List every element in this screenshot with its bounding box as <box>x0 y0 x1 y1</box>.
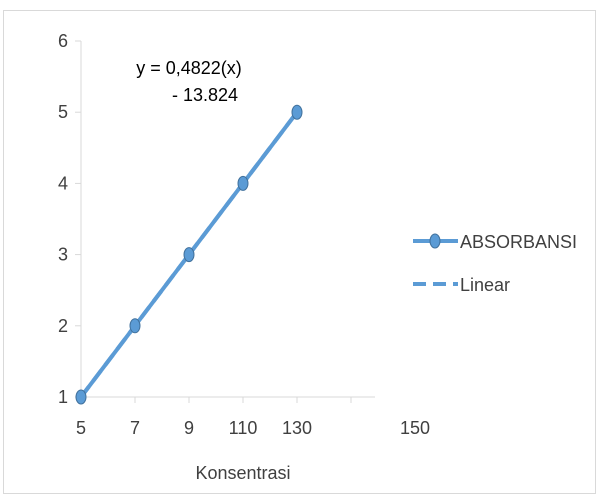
legend-item-linear[interactable]: Linear <box>413 275 510 295</box>
x-tick-label: 7 <box>130 418 140 438</box>
x-tick-label: 5 <box>76 418 86 438</box>
legend-label-absorbansi: ABSORBANSI <box>460 232 577 252</box>
data-point-absorbansi[interactable] <box>129 318 141 334</box>
trendline-equation-line2: - 13.824 <box>172 85 238 105</box>
y-axis-ticks: 1 2 3 4 5 6 <box>58 31 81 407</box>
x-tick-label: 9 <box>184 418 194 438</box>
series-layer <box>75 104 303 405</box>
legend-label-linear: Linear <box>460 275 510 295</box>
legend[interactable]: ABSORBANSI Linear <box>413 232 577 295</box>
x-axis-ticks: 5 7 9 110 130 150 <box>76 397 430 438</box>
axes <box>80 41 375 398</box>
y-tick-label: 3 <box>58 245 68 265</box>
legend-marker-absorbansi <box>429 233 441 249</box>
x-tick-label: 150 <box>400 418 430 438</box>
y-tick-label: 1 <box>58 387 68 407</box>
y-tick-label: 4 <box>58 173 68 193</box>
data-point-absorbansi[interactable] <box>237 175 249 191</box>
data-point-absorbansi[interactable] <box>291 104 303 120</box>
data-point-absorbansi[interactable] <box>75 389 87 405</box>
trendline-equation-line1: y = 0,4822(x) <box>136 58 242 78</box>
x-tick-label: 110 <box>229 418 258 438</box>
legend-item-absorbansi[interactable]: ABSORBANSI <box>413 232 577 252</box>
y-tick-label: 2 <box>58 316 68 336</box>
y-tick-label: 6 <box>58 31 68 51</box>
y-tick-label: 5 <box>58 102 68 122</box>
chart-frame <box>3 10 596 494</box>
x-axis-title: Konsentrasi <box>195 463 290 483</box>
data-point-absorbansi[interactable] <box>183 247 195 263</box>
x-tick-label: 130 <box>282 418 312 438</box>
